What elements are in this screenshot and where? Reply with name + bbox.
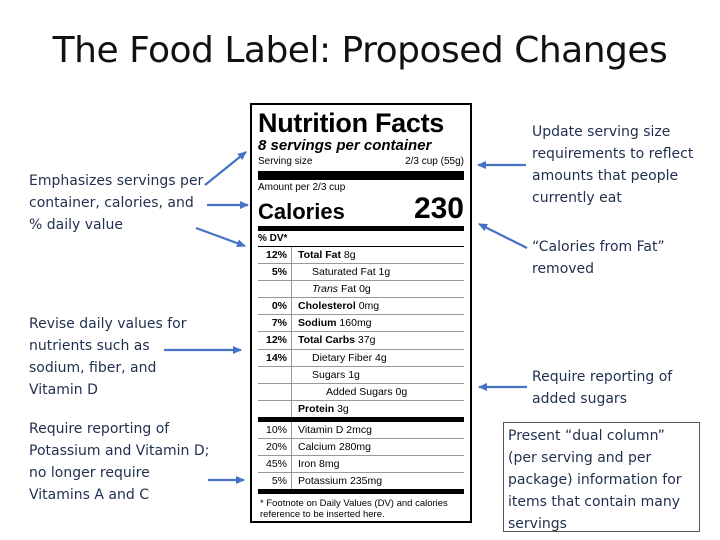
nutrient-pct bbox=[258, 400, 292, 417]
nutrient-name: Iron bbox=[298, 458, 317, 471]
nutrient-name: Trans bbox=[312, 283, 339, 296]
nutrient-row-total-fat: 12% Total Fat 8g bbox=[258, 247, 464, 265]
arrow-to-removed-fat-calories bbox=[478, 223, 528, 249]
note-serving-size: Update serving size requirements to refl… bbox=[532, 124, 694, 206]
nutrient-amount: 0g bbox=[395, 385, 408, 398]
nutrient-row-calcium: 20% Calcium 280mg bbox=[258, 439, 464, 457]
nutrient-amount: 0mg bbox=[358, 300, 380, 313]
nutrient-amount: 37g bbox=[357, 334, 376, 347]
nutrient-row-trans-fat: Trans Fat 0g bbox=[258, 281, 464, 299]
nutrient-row-saturated-fat: 5% Saturated Fat 1g bbox=[258, 264, 464, 282]
nutrient-pct bbox=[258, 383, 292, 400]
nutrient-amount: 3g bbox=[337, 402, 349, 415]
nutrient-pct bbox=[258, 366, 292, 383]
nutrient-row-sugars: Sugars 1g bbox=[258, 366, 464, 384]
serving-size-label: Serving size bbox=[258, 156, 313, 167]
nutrient-row-potassium: 5% Potassium 235mg bbox=[258, 473, 464, 495]
serving-size-row: Serving size 2/3 cup (55g) bbox=[258, 155, 464, 180]
nutrient-name: Vitamin D bbox=[298, 423, 344, 436]
nutrient-pct: 0% bbox=[258, 298, 292, 315]
label-servings: 8 servings per container bbox=[258, 137, 432, 154]
nutrient-amount: 8mg bbox=[319, 458, 340, 471]
nutrient-row-added-sugars: Added Sugars 0g bbox=[258, 383, 464, 401]
note-added-sugars: Require reporting of added sugars bbox=[532, 369, 673, 407]
slide-title: The Food Label: Proposed Changes bbox=[52, 30, 668, 71]
nutrient-row-protein: Protein 3g bbox=[258, 400, 464, 422]
nutrient-amount: 235mg bbox=[349, 475, 383, 488]
nutrient-amount: 4g bbox=[375, 351, 387, 364]
nutrient-name: Cholesterol bbox=[298, 300, 356, 313]
label-title: Nutrition Facts bbox=[258, 108, 445, 138]
nutrient-name: Saturated Fat bbox=[312, 266, 376, 279]
nutrient-amount: 280mg bbox=[338, 441, 371, 454]
nutrient-pct: 7% bbox=[258, 315, 292, 332]
nutrient-amount: 160mg bbox=[339, 317, 372, 330]
calories-label: Calories bbox=[258, 199, 345, 224]
nutrient-name: Potassium bbox=[298, 475, 348, 488]
nutrient-name: Dietary Fiber bbox=[312, 351, 373, 364]
daily-value-header: % DV* bbox=[258, 231, 464, 247]
nutrient-name: Sugars bbox=[312, 368, 346, 381]
nutrient-name: Added Sugars bbox=[326, 385, 393, 398]
nutrient-amount: 0g bbox=[359, 283, 371, 296]
nutrient-name: Protein bbox=[298, 402, 335, 415]
calories-value: 230 bbox=[413, 192, 464, 225]
nutrient-pct: 14% bbox=[258, 349, 292, 366]
nutrient-row-cholesterol: 0% Cholesterol 0mg bbox=[258, 298, 464, 316]
note-potassium-vitamin-d: Require reporting of Potassium and Vitam… bbox=[29, 421, 210, 503]
nutrient-row-sodium: 7% Sodium 160mg bbox=[258, 315, 464, 333]
note-dual-column: Present “dual column” (per serving and p… bbox=[503, 422, 700, 532]
nutrient-pct: 5% bbox=[258, 264, 292, 281]
nutrient-pct bbox=[258, 281, 292, 298]
nutrient-name: Total Fat bbox=[298, 249, 341, 261]
nutrient-pct: 45% bbox=[258, 456, 292, 473]
nutrient-amount: 8g bbox=[343, 249, 356, 261]
serving-size-value: 2/3 cup (55g) bbox=[405, 156, 464, 167]
nutrient-amount: 1g bbox=[378, 266, 391, 279]
nutrient-pct: 12% bbox=[258, 332, 292, 349]
calories-row: Calories 230 bbox=[258, 194, 464, 231]
nutrient-name: Sodium bbox=[298, 317, 337, 330]
nutrient-amount: 1g bbox=[348, 368, 360, 381]
nutrient-pct: 5% bbox=[258, 473, 292, 490]
nutrition-facts-label: Nutrition Facts 8 servings per container… bbox=[250, 103, 472, 523]
arrow-to-servings bbox=[204, 151, 247, 186]
nutrient-row-vitamin-d: 10% Vitamin D 2mcg bbox=[258, 421, 464, 440]
amount-per: Amount per 2/3 cup bbox=[258, 182, 346, 193]
note-calories-from-fat: “Calories from Fat” removed bbox=[532, 239, 665, 277]
nutrient-row-total-carbs: 12% Total Carbs 37g bbox=[258, 332, 464, 350]
note-daily-values: Revise daily values for nutrients such a… bbox=[29, 316, 187, 398]
nutrient-amount: 2mcg bbox=[346, 423, 372, 436]
nutrient-pct: 20% bbox=[258, 439, 292, 456]
nutrient-name-suffix: Fat bbox=[340, 283, 357, 296]
nutrient-pct: 12% bbox=[258, 247, 292, 264]
nutrient-row-dietary-fiber: 14% Dietary Fiber 4g bbox=[258, 349, 464, 367]
note-servings-calories: Emphasizes servings per container, calor… bbox=[29, 173, 204, 233]
footnote-text: * Footnote on Daily Values (DV) and calo… bbox=[260, 498, 448, 521]
nutrient-pct: 10% bbox=[258, 421, 292, 439]
nutrient-row-iron: 45% Iron 8mg bbox=[258, 456, 464, 474]
nutrient-name: Total Carbs bbox=[298, 334, 355, 347]
label-footnote: * Footnote on Daily Values (DV) and calo… bbox=[258, 498, 464, 520]
nutrient-name: Calcium bbox=[298, 441, 336, 454]
arrow-to-daily-value bbox=[195, 226, 246, 248]
